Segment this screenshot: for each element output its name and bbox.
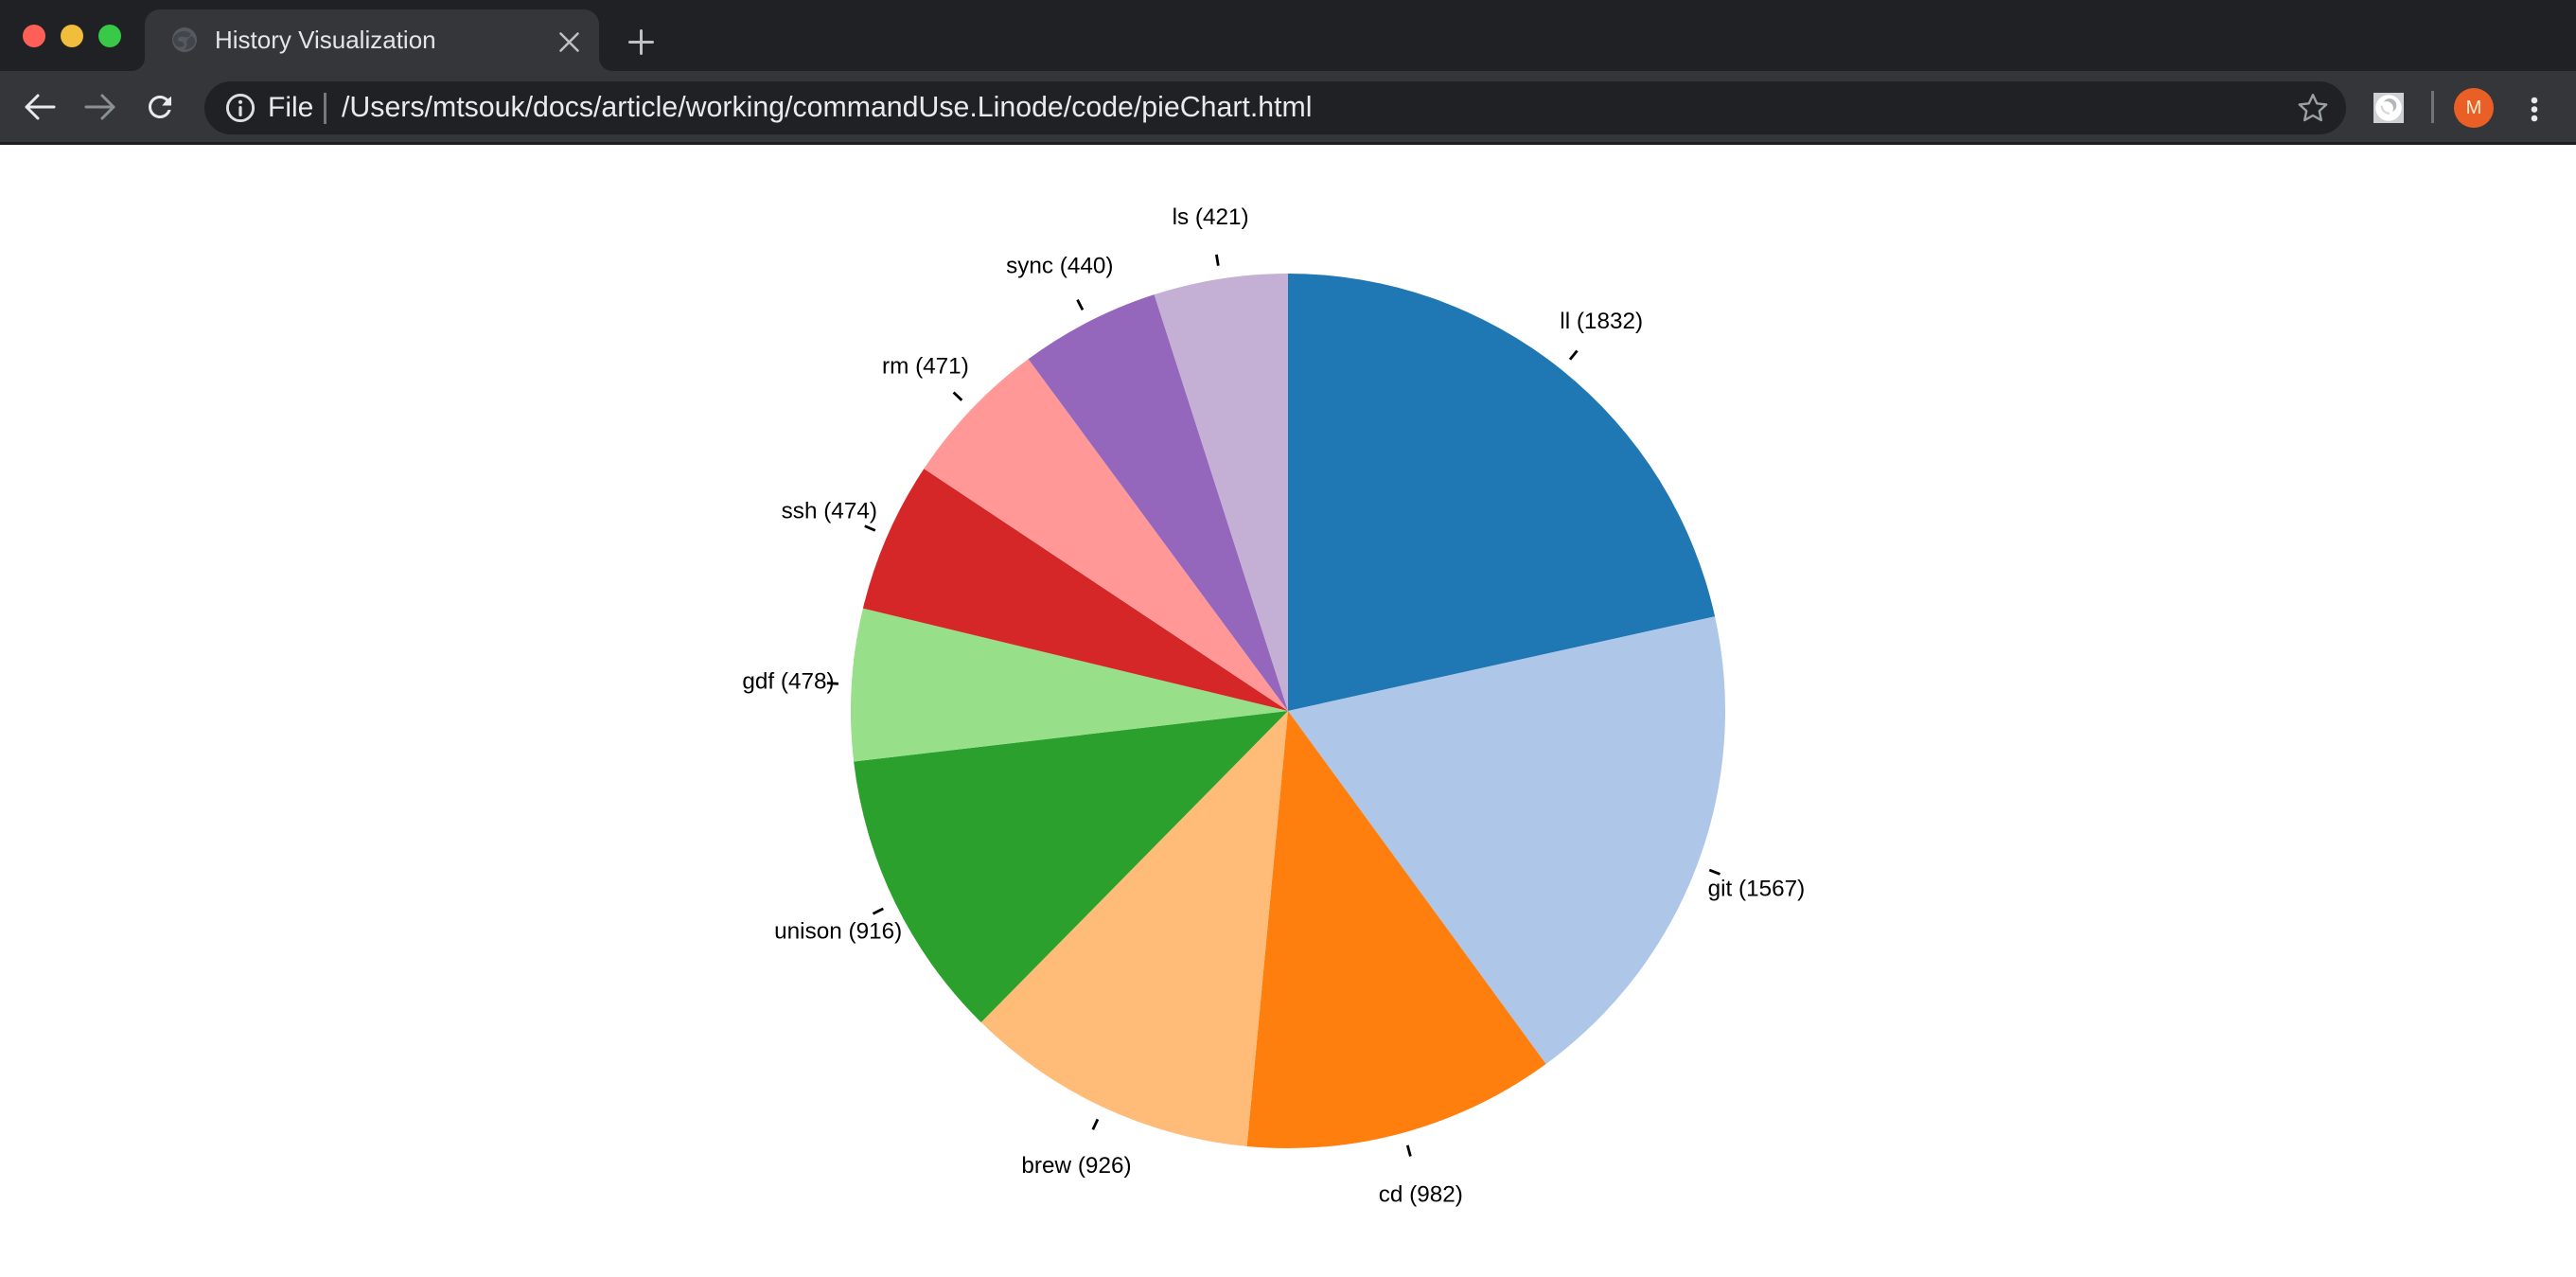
svg-text:ls (421): ls (421) <box>1173 204 1249 230</box>
svg-text:ll (1832): ll (1832) <box>1560 309 1643 334</box>
svg-text:sync (440): sync (440) <box>1006 254 1113 279</box>
svg-text:cd (982): cd (982) <box>1379 1182 1463 1208</box>
svg-text:ssh (474): ssh (474) <box>782 499 877 524</box>
svg-text:rm (471): rm (471) <box>882 354 969 380</box>
svg-text:unison (916): unison (916) <box>774 919 902 945</box>
svg-text:brew (926): brew (926) <box>1021 1153 1131 1179</box>
svg-text:gdf (478): gdf (478) <box>742 669 834 695</box>
svg-text:git (1567): git (1567) <box>1708 876 1806 901</box>
